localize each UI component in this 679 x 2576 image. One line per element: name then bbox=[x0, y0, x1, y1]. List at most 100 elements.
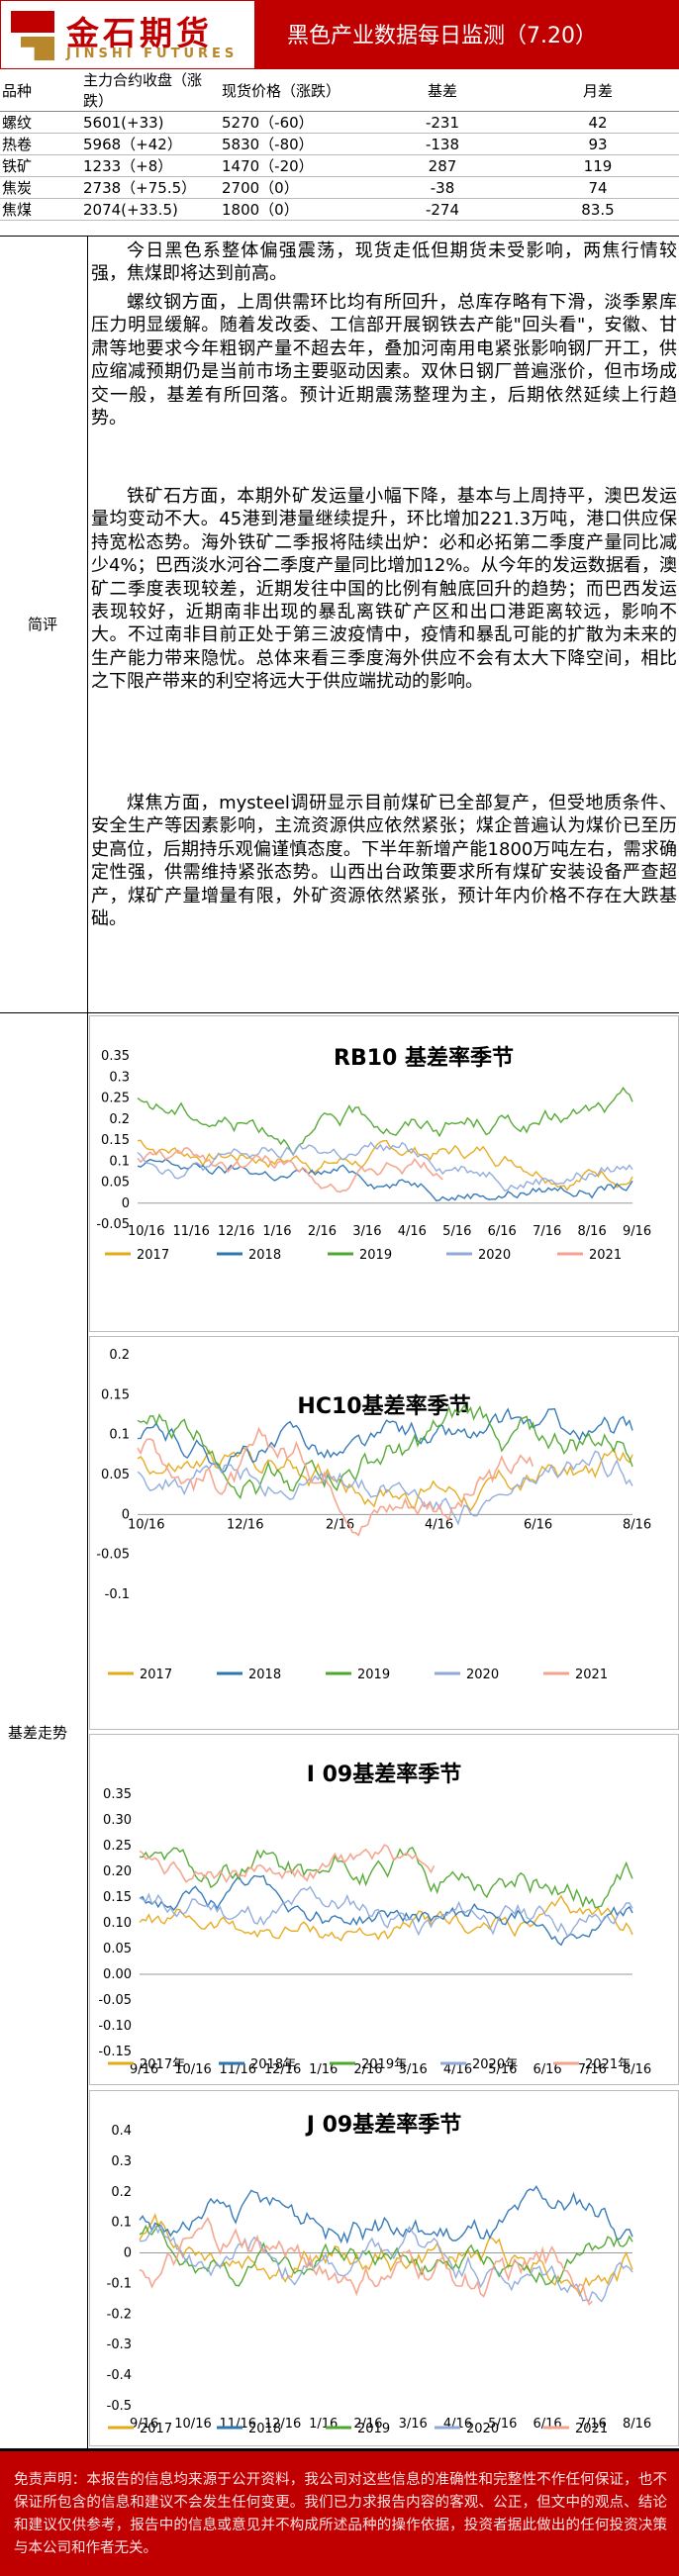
x-tick-label: 5/16 bbox=[488, 2417, 517, 2432]
legend-label: 2018 bbox=[248, 1248, 281, 1263]
legend-label: 2019 bbox=[357, 2422, 390, 2436]
y-tick-label: 0.35 bbox=[103, 1787, 132, 1802]
header-bar: 金石期货 JINSHI FUTURES 黑色产业数据每日监测（7.20） bbox=[0, 0, 679, 69]
y-tick-label: -0.15 bbox=[98, 2045, 132, 2059]
x-tick-label: 10/16 bbox=[174, 2062, 211, 2077]
x-tick-label: 6/16 bbox=[533, 2062, 561, 2077]
legend-label: 2021年 bbox=[585, 2057, 630, 2072]
y-tick-label: -0.05 bbox=[96, 1217, 130, 1232]
legend-label: 2019 bbox=[359, 1248, 392, 1263]
series-line bbox=[139, 1846, 633, 1909]
table-cell: -274 bbox=[368, 198, 517, 221]
table-cell: 93 bbox=[517, 133, 679, 155]
y-tick-label: 0.3 bbox=[111, 2154, 132, 2169]
x-tick-label: 9/16 bbox=[130, 2062, 158, 2077]
x-tick-label: 3/16 bbox=[399, 2417, 428, 2432]
basis-section bbox=[0, 1013, 679, 2449]
table-cell: 74 bbox=[517, 176, 679, 199]
chart-plot: 0.2 0.15 0.1 0.05 0 -0.05 -0.1 10/16 12/16 2/16 4/… bbox=[96, 1348, 651, 1682]
y-tick-label: 0.15 bbox=[103, 1890, 132, 1905]
legend-label: 2017 bbox=[137, 1248, 169, 1263]
x-tick-label: 12/16 bbox=[227, 1517, 263, 1532]
y-tick-label: -0.1 bbox=[105, 1587, 130, 1602]
series-line bbox=[139, 1874, 633, 1947]
table-row: 螺纹 5601(+33) 5270（-60） -231 42 bbox=[0, 111, 679, 134]
x-tick-label: 11/16 bbox=[220, 2062, 256, 2077]
x-tick-label: 7/16 bbox=[578, 2062, 607, 2077]
series-line bbox=[139, 1844, 436, 1884]
header-cell: 月差 bbox=[517, 69, 679, 112]
y-tick-label: -0.5 bbox=[107, 2399, 132, 2414]
legend-label: 2018 bbox=[248, 1668, 281, 1682]
series-line bbox=[139, 2185, 633, 2244]
series-line bbox=[139, 2223, 633, 2303]
y-tick-label: 0.2 bbox=[111, 2185, 132, 2200]
table-cell: 5601(+33) bbox=[81, 111, 220, 134]
series-line bbox=[137, 1446, 633, 1512]
series-line bbox=[137, 1158, 633, 1202]
x-tick-label: 4/16 bbox=[443, 2062, 472, 2077]
table-cell: -138 bbox=[368, 133, 517, 155]
x-tick-label: 4/16 bbox=[398, 1224, 427, 1239]
y-tick-label: 0 bbox=[122, 1507, 130, 1522]
legend-label: 2017 bbox=[140, 2422, 172, 2436]
basis-label: 基差走势 bbox=[8, 1724, 68, 1742]
legend-label: 2020 bbox=[478, 1248, 511, 1263]
x-tick-label: 5/16 bbox=[442, 1224, 471, 1239]
commentary-section bbox=[0, 236, 679, 1013]
x-tick-label: 8/16 bbox=[623, 1517, 651, 1532]
y-tick-label: 0.2 bbox=[109, 1348, 130, 1363]
legend-label: 2020 bbox=[466, 1668, 499, 1682]
legend-label: 2020 bbox=[466, 2422, 499, 2436]
y-tick-label: 0 bbox=[124, 2246, 132, 2261]
x-tick-label: 12/16 bbox=[264, 2417, 301, 2432]
legend-label: 2018 bbox=[248, 2422, 281, 2436]
legend-label: 2019 bbox=[357, 1668, 390, 1682]
x-tick-label: 8/16 bbox=[578, 1224, 607, 1239]
table-cell: 1233（+8） bbox=[81, 154, 220, 177]
chart-title: RB10 基差率季节 bbox=[334, 1046, 514, 1071]
x-tick-label: 11/16 bbox=[172, 1224, 209, 1239]
x-tick-label: 8/16 bbox=[623, 2062, 651, 2077]
table-cell: 5968（+42） bbox=[81, 133, 220, 155]
y-tick-label: -0.05 bbox=[96, 1548, 130, 1563]
chart-i09: I 09基差率季节 0.35 0.30 0.25 0.20 0.15 0.10 0.05 0.… bbox=[89, 1734, 679, 2085]
legend-label: 2017 bbox=[140, 1668, 172, 1682]
x-tick-label: 6/16 bbox=[488, 1224, 517, 1239]
series-line bbox=[137, 1407, 633, 1474]
x-tick-label: 10/16 bbox=[128, 1517, 164, 1532]
series-line bbox=[139, 2216, 593, 2306]
x-tick-label: 2/16 bbox=[326, 1517, 354, 1532]
y-tick-label: 0.30 bbox=[103, 1813, 132, 1828]
header-cell: 基差 bbox=[368, 69, 517, 112]
chart-title: J 09基差率季节 bbox=[306, 2113, 462, 2138]
y-tick-label: 0.05 bbox=[103, 1942, 132, 1956]
x-tick-label: 1/16 bbox=[309, 2417, 338, 2432]
y-tick-label: -0.3 bbox=[107, 2337, 132, 2352]
y-tick-label: 0.2 bbox=[109, 1112, 130, 1127]
table-cell: 焦炭 bbox=[0, 176, 81, 199]
y-tick-label: 0.15 bbox=[101, 1387, 130, 1402]
table-cell: 42 bbox=[517, 111, 679, 134]
x-tick-label: 3/16 bbox=[399, 2062, 428, 2077]
table-header-row: 品种 主力合约收盘（涨跌） 现货价格（涨跌） 基差 月差 bbox=[0, 69, 679, 112]
table-cell: 1470（-20） bbox=[220, 154, 368, 177]
disclaimer-footer: 免责声明：本报告的信息均来源于公开资料，我公司对这些信息的准确性和完整性不作任何… bbox=[0, 2449, 679, 2576]
series-line bbox=[137, 1403, 633, 1499]
y-tick-label: 0.05 bbox=[101, 1468, 130, 1482]
table-cell: 5270（-60） bbox=[220, 111, 368, 134]
logo-chinese: 金石期货 bbox=[66, 14, 213, 52]
chart-plot: 0.35 0.30 0.25 0.20 0.15 0.10 0.05 0.00 -0.05 -0.… bbox=[98, 1787, 651, 2077]
y-tick-label: -0.2 bbox=[107, 2307, 132, 2322]
table-row: 焦煤 2074(+33.5) 1800（0） -274 83.5 bbox=[0, 198, 679, 221]
series-line bbox=[137, 1139, 633, 1192]
x-tick-label: 2/16 bbox=[353, 2417, 382, 2432]
x-tick-label: 2/16 bbox=[353, 2062, 382, 2077]
header-cell: 品种 bbox=[0, 69, 81, 112]
chart-j09: J 09基差率季节 0.4 0.3 0.2 0.1 0 -0.1 -0.2 -0.3 -0.4 -… bbox=[89, 2090, 679, 2446]
y-tick-label: 0 bbox=[122, 1196, 130, 1211]
commentary-paragraph: 今日黑色系整体偏强震荡，现货走低但期货未受影响，两焦行情较强，焦煤即将达到前高。 bbox=[91, 240, 677, 285]
y-tick-label: 0.15 bbox=[101, 1133, 130, 1148]
y-tick-label: 0.1 bbox=[109, 1154, 130, 1169]
